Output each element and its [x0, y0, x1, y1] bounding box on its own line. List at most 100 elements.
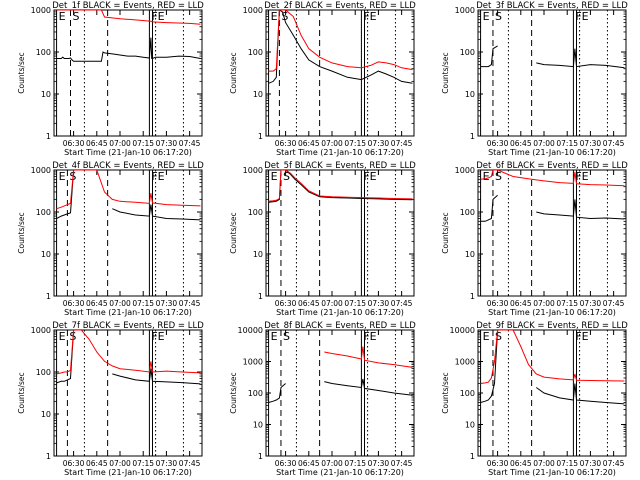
y-tick-label: 10 — [41, 90, 51, 99]
y-tick-label: 1 — [46, 292, 51, 301]
y-tick-label: 100 — [460, 389, 475, 398]
y-tick-label: 1000 — [31, 6, 51, 15]
y-tick-label: 1 — [470, 452, 475, 461]
y-tick-label: 1000 — [243, 358, 263, 367]
event-marker-label: F — [151, 330, 157, 343]
y-tick-label: 100 — [460, 208, 475, 217]
x-tick-label: 06:45 — [298, 299, 320, 308]
y-axis-label: Counts/sec — [229, 212, 238, 253]
x-axis-label: Start Time (21-Jan-10 06:17:20) — [276, 468, 404, 477]
plot-frame — [477, 169, 627, 297]
x-tick-label: 07:45 — [179, 139, 201, 148]
event-marker-label: F — [363, 330, 369, 343]
x-axis-label: Start Time (21-Jan-10 06:17:20) — [64, 148, 192, 157]
x-tick-label: 06:30 — [487, 299, 509, 308]
x-tick-label: 07:15 — [344, 459, 366, 468]
series-line-events — [480, 45, 625, 69]
y-axis-label: Counts/sec — [441, 212, 450, 253]
y-tick-label: 10000 — [238, 326, 263, 335]
y-axis-label: Counts/sec — [229, 52, 238, 93]
x-axis-label: Start Time (21-Jan-10 06:17:20) — [276, 308, 404, 317]
series-line-events — [56, 170, 201, 221]
x-axis-label: Start Time (21-Jan-10 06:17:20) — [64, 308, 192, 317]
y-tick-label: 100 — [36, 368, 51, 377]
x-tick-label: 07:00 — [321, 299, 343, 308]
event-marker-label: S — [73, 10, 80, 23]
y-tick-label: 10000 — [450, 326, 475, 335]
chart-title: Det_1f BLACK = Events, RED = LLD — [52, 1, 204, 11]
x-tick-label: 06:30 — [487, 459, 509, 468]
y-axis-label: Counts/sec — [17, 212, 26, 253]
y-tick-label: 10 — [41, 250, 51, 259]
x-tick-label: 07:15 — [556, 459, 578, 468]
y-axis-label: Counts/sec — [441, 52, 450, 93]
series-line-lld — [324, 346, 413, 368]
x-tick-label: 07:30 — [368, 139, 390, 148]
chart-title: Det_8f BLACK = Events, RED = LLD — [264, 321, 416, 331]
y-tick-label: 1000 — [31, 166, 51, 175]
chart-title: Det_9f BLACK = Events, RED = LLD — [476, 321, 628, 331]
event-marker-label: F — [363, 10, 369, 23]
x-tick-label: 06:45 — [298, 139, 320, 148]
chart-panel-6: Det_6f BLACK = Events, RED = LLD 1 10 100 10… — [441, 161, 628, 317]
series-line-lld — [56, 10, 201, 25]
x-axis-label: Start Time (21-Jan-10 06:17:20) — [488, 148, 616, 157]
x-tick-label: 07:00 — [533, 139, 555, 148]
chart-panel-5: Det_5f BLACK = Events, RED = LLD 1 10 100 10… — [229, 161, 416, 317]
y-tick-label: 10 — [465, 250, 475, 259]
series-line-lld — [480, 330, 625, 384]
x-tick-label: 07:45 — [603, 139, 625, 148]
chart-title: Det_7f BLACK = Events, RED = LLD — [52, 321, 204, 331]
event-marker-label: E — [582, 330, 589, 343]
x-tick-label: 07:30 — [580, 299, 602, 308]
series-line-events — [268, 170, 413, 203]
chart-panel-2: Det_2f BLACK = Events, RED = LLD 1 10 100 10… — [229, 1, 416, 157]
series-line-events — [56, 330, 201, 385]
y-tick-label: 1 — [46, 132, 51, 141]
x-tick-label: 07:30 — [156, 139, 178, 148]
series-line-events — [480, 194, 625, 222]
y-axis-label: Counts/sec — [229, 372, 238, 413]
event-marker-label: E — [582, 10, 589, 23]
x-tick-label: 07:15 — [556, 299, 578, 308]
y-tick-label: 1000 — [243, 166, 263, 175]
chart-panel-1: Det_1f BLACK = Events, RED = LLD 1 10 100 10… — [17, 1, 204, 157]
x-tick-label: 06:30 — [275, 139, 297, 148]
chart-title: Det_3f BLACK = Events, RED = LLD — [476, 1, 628, 11]
x-tick-label: 07:15 — [132, 459, 154, 468]
y-tick-label: 100 — [460, 48, 475, 57]
series-line-events — [56, 37, 201, 62]
event-marker-label: S — [283, 330, 290, 343]
chart-panel-8: Det_8f BLACK = Events, RED = LLD 1 10 100 10… — [229, 321, 416, 477]
series-line-lld — [56, 330, 201, 375]
y-tick-label: 100 — [248, 389, 263, 398]
event-marker-label: S — [495, 330, 502, 343]
x-tick-label: 07:30 — [368, 459, 390, 468]
x-tick-label: 06:30 — [487, 139, 509, 148]
x-tick-label: 07:15 — [556, 139, 578, 148]
y-tick-label: 1 — [258, 452, 263, 461]
x-tick-label: 07:00 — [533, 299, 555, 308]
plot-frame — [477, 329, 627, 457]
x-tick-label: 07:00 — [109, 459, 131, 468]
event-marker-label: E — [158, 330, 165, 343]
chart-panel-9: Det_9f BLACK = Events, RED = LLD 1 10 100 10… — [441, 321, 628, 477]
y-tick-label: 10 — [253, 250, 263, 259]
series-line-events — [268, 378, 413, 403]
y-tick-label: 10 — [253, 421, 263, 430]
x-tick-label: 06:45 — [510, 459, 532, 468]
event-marker-label: E — [158, 170, 165, 183]
y-axis-label: Counts/sec — [17, 52, 26, 93]
x-tick-label: 06:45 — [298, 459, 320, 468]
x-tick-label: 07:15 — [132, 139, 154, 148]
series-line-events — [480, 330, 625, 405]
y-tick-label: 10 — [253, 90, 263, 99]
plot-frame — [477, 9, 627, 137]
event-marker-label: F — [151, 170, 157, 183]
y-tick-label: 1000 — [455, 166, 475, 175]
event-marker-label: E — [59, 10, 66, 23]
chart-panel-4: Det_4f BLACK = Events, RED = LLD 1 10 100 10… — [17, 161, 204, 317]
x-tick-label: 06:30 — [275, 299, 297, 308]
chart-title: Det_4f BLACK = Events, RED = LLD — [52, 161, 204, 171]
